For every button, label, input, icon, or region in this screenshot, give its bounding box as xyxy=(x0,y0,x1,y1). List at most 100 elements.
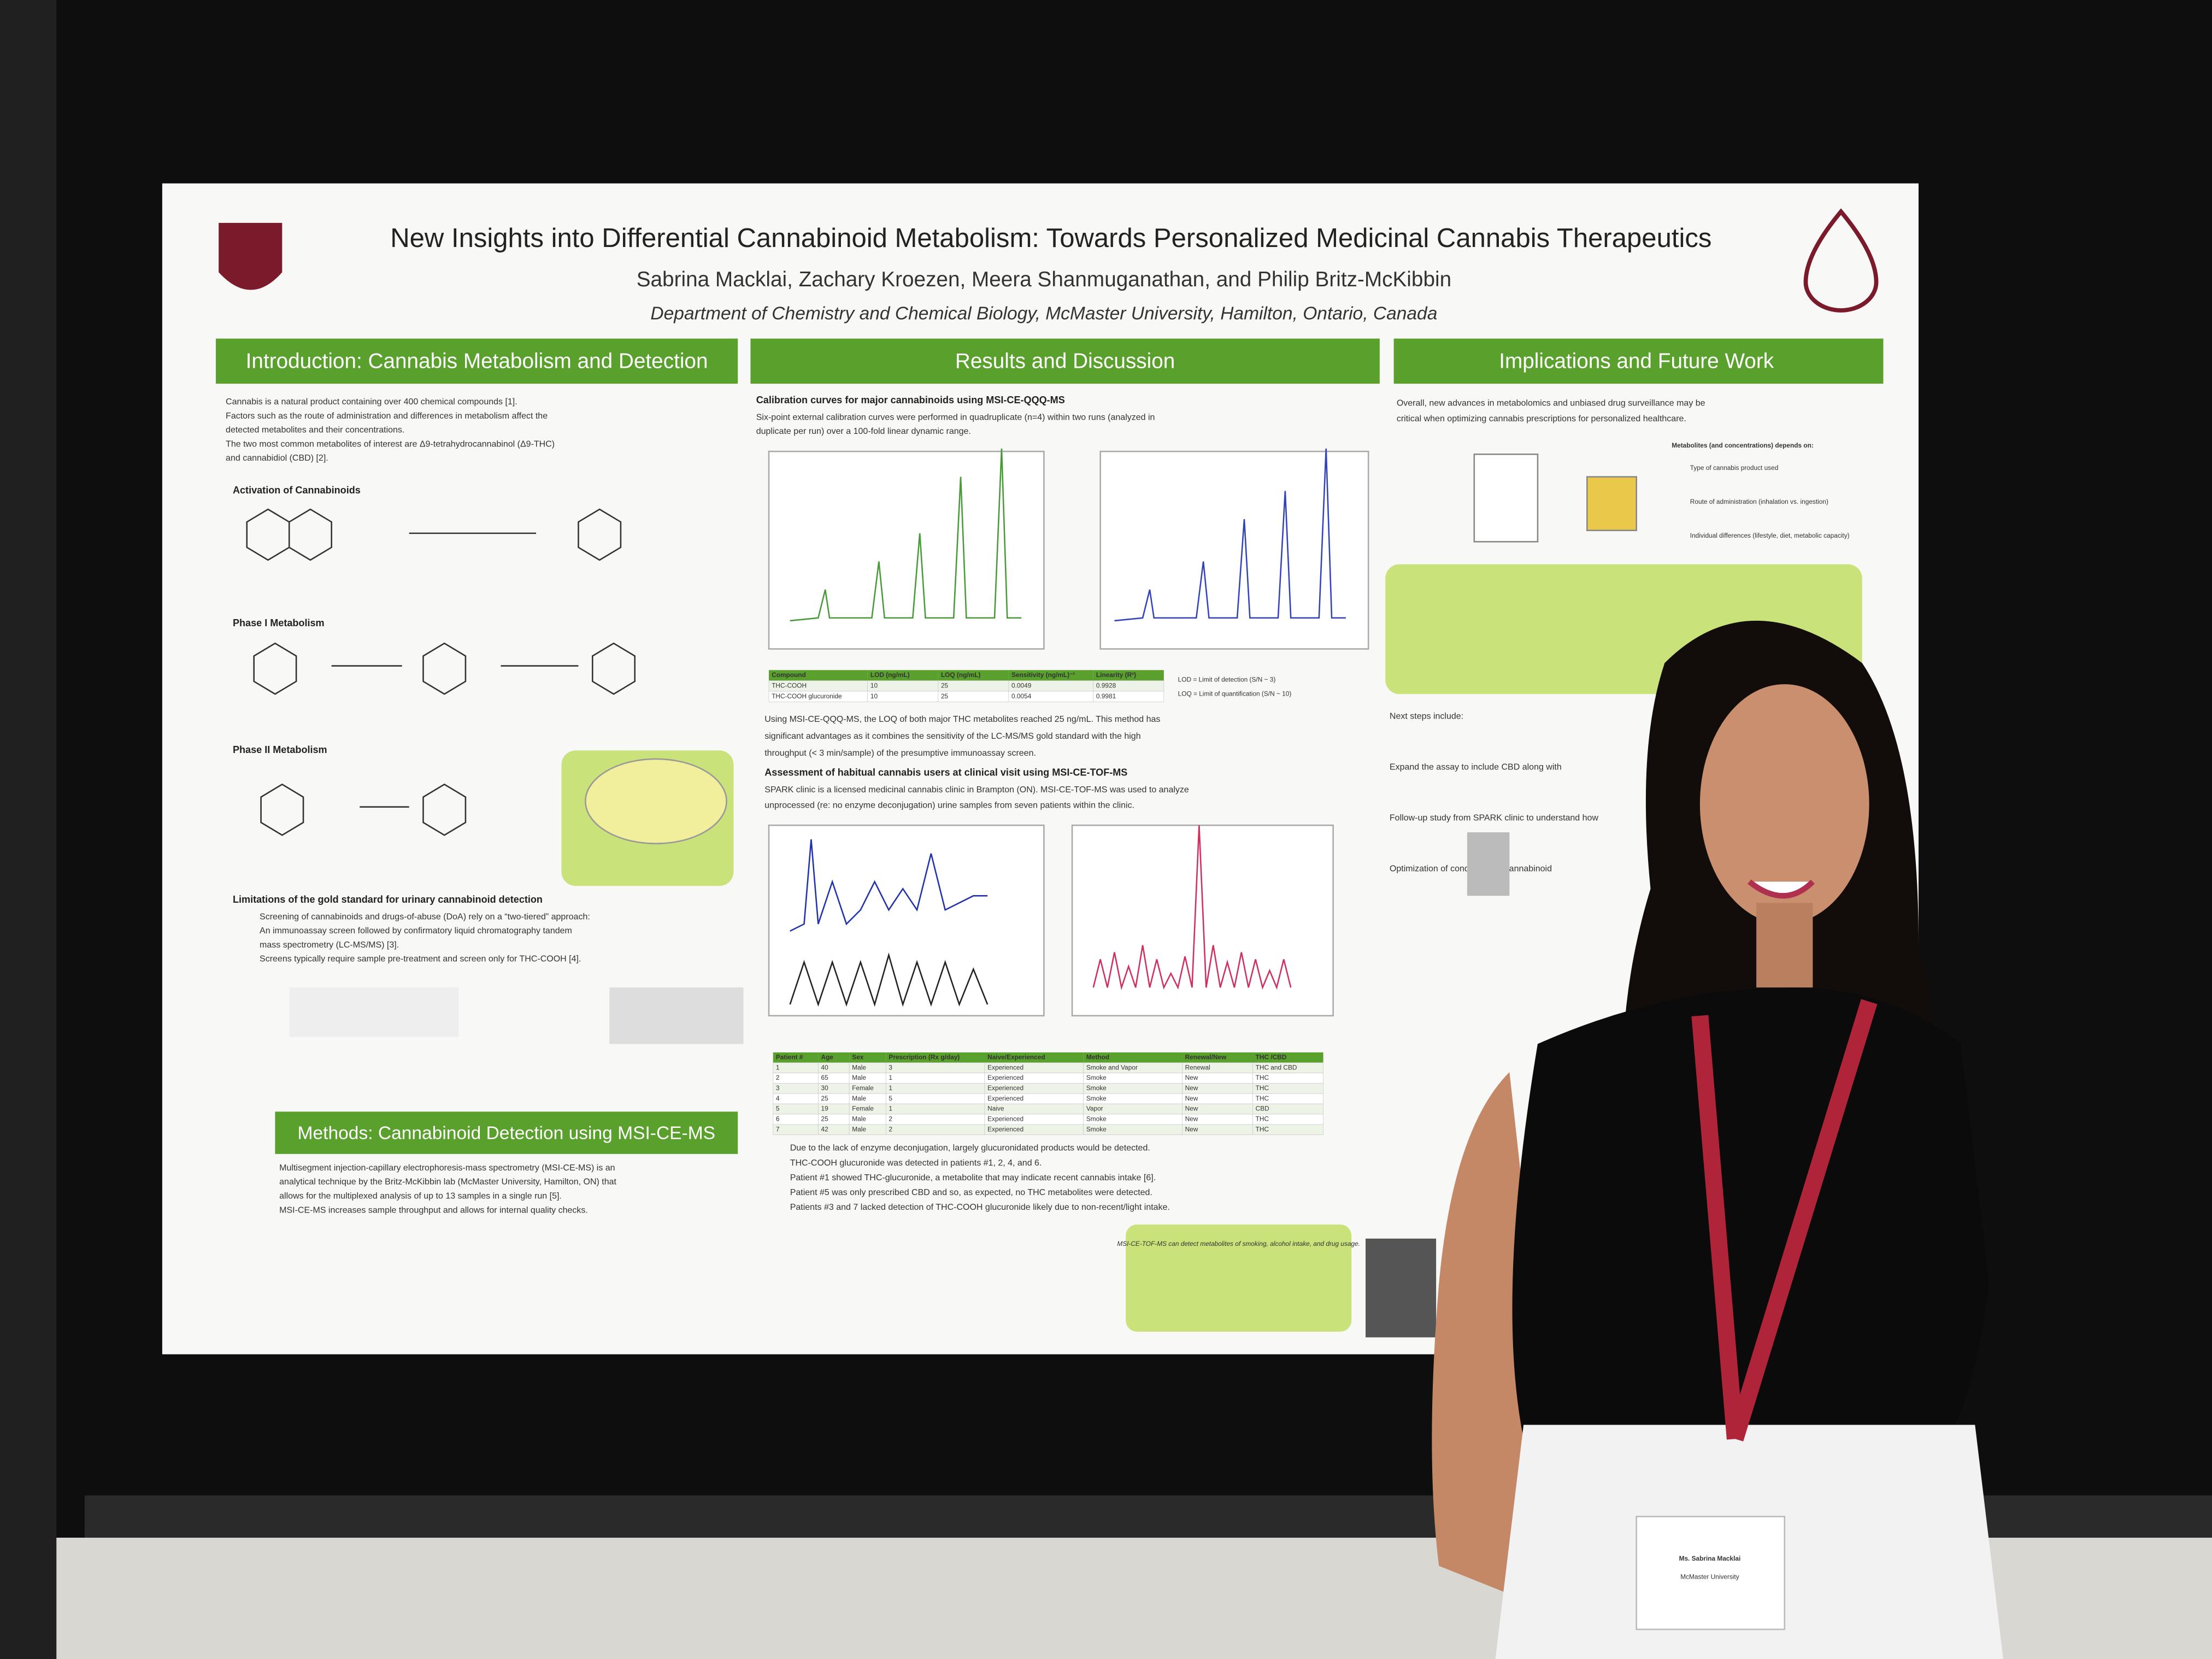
table-cell-text: 2 xyxy=(776,1074,780,1081)
subheading: Phase I Metabolism xyxy=(233,617,325,628)
table-cell-text: Experienced xyxy=(987,1125,1023,1133)
table-cell-text: Experienced xyxy=(987,1063,1023,1071)
list-item: Individual differences (lifestyle, diet,… xyxy=(1690,532,1850,539)
definition: LOQ = Limit of quantification (S/N ~ 10) xyxy=(1178,690,1292,697)
table-cell-text: Male xyxy=(852,1074,866,1081)
poster-authors: Sabrina Macklai, Zachary Kroezen, Meera … xyxy=(637,268,1451,291)
table-cell xyxy=(867,691,939,702)
paragraph-line: Cannabis is a natural product containing… xyxy=(226,397,517,407)
paragraph-line: duplicate per run) over a 100-fold linea… xyxy=(756,427,971,436)
paragraph-line: analytical technique by the Britz-McKibb… xyxy=(279,1178,616,1187)
paragraph-line: Screening of cannabinoids and drugs-of-a… xyxy=(260,912,590,921)
table-cell xyxy=(773,1083,819,1094)
table-cell-text: New xyxy=(1185,1115,1198,1123)
subheading: Assessment of habitual cannabis users at… xyxy=(764,767,1127,778)
table-cell-text: New xyxy=(1185,1105,1198,1113)
section-header xyxy=(1393,338,1884,384)
table-cell-text: 7 xyxy=(776,1125,780,1133)
table-cell-text: 25 xyxy=(821,1115,829,1123)
table-cell-text: THC-COOH xyxy=(772,681,807,689)
table-cell-text: New xyxy=(1185,1074,1198,1081)
subheading: Limitations of the gold standard for uri… xyxy=(233,894,543,905)
table-header: LOQ (ng/mL) xyxy=(941,671,981,679)
table-cell xyxy=(773,1093,819,1104)
table-header: Renewal/New xyxy=(1185,1053,1227,1061)
table-cell-text: Smoke and Vapor xyxy=(1086,1063,1138,1071)
table-cell-text: Vapor xyxy=(1086,1105,1103,1113)
section-header xyxy=(275,1111,738,1154)
results-text: Calibration curves for major cannabinoid… xyxy=(756,395,1292,1212)
table-cell-text: 3 xyxy=(776,1084,780,1092)
paragraph-line: Six-point external calibration curves we… xyxy=(756,413,1155,422)
section-header xyxy=(750,338,1380,384)
instrument-icon xyxy=(1467,832,1510,896)
table-cell xyxy=(938,691,1009,702)
table-cell xyxy=(773,1103,819,1115)
paragraph-line: critical when optimizing cannabis prescr… xyxy=(1397,414,1686,423)
table-cell-text: 25 xyxy=(941,692,949,700)
bullet: Due to the lack of enzyme deconjugation,… xyxy=(790,1144,1150,1153)
table-cell-text: 25 xyxy=(821,1095,829,1102)
table-cell-text: 0.9928 xyxy=(1096,681,1116,689)
section-heading: Implications and Future Work xyxy=(1499,350,1774,373)
table-cell-text: Renewal xyxy=(1185,1063,1210,1071)
paragraph-line: An immunoassay screen followed by confir… xyxy=(260,926,572,936)
table-cell-text: 40 xyxy=(821,1063,829,1071)
paragraph-line: Overall, new advances in metabolomics an… xyxy=(1397,399,1705,408)
table-header-cell xyxy=(818,1052,850,1063)
table-cell-text: 1 xyxy=(889,1084,892,1092)
table-header-cell xyxy=(938,670,1009,681)
table-cell xyxy=(938,680,1009,692)
chemical-structures xyxy=(246,508,744,1044)
table-header-cell xyxy=(849,1052,886,1063)
list-item: Type of cannabis product used xyxy=(1690,464,1779,472)
table-cell-text: 10 xyxy=(870,681,878,689)
table-cell-text: 30 xyxy=(821,1084,829,1092)
table-cell-text: Experienced xyxy=(987,1074,1023,1081)
table-cell-text: Experienced xyxy=(987,1084,1023,1092)
table-cell-text: 65 xyxy=(821,1074,829,1081)
table-cell-text: New xyxy=(1185,1125,1198,1133)
paragraph-line: Factors such as the route of administrat… xyxy=(226,411,548,421)
table-cell-text: 1 xyxy=(889,1105,892,1113)
table-cell xyxy=(1093,691,1164,702)
table-cell xyxy=(773,1114,819,1125)
subheading: Phase II Metabolism xyxy=(233,744,327,755)
table-cell-text: 6 xyxy=(776,1115,780,1123)
bullet: THC-COOH glucuronide was detected in pat… xyxy=(790,1158,1042,1168)
table-cell xyxy=(773,1073,819,1084)
table-cell-text: Naive xyxy=(987,1105,1004,1113)
table-cell-text: 5 xyxy=(889,1095,892,1102)
table-cell-text: Male xyxy=(852,1063,866,1071)
section-heading: Results and Discussion xyxy=(955,350,1175,373)
list-item: Route of administration (inhalation vs. … xyxy=(1690,498,1828,505)
board-edge xyxy=(0,0,57,1659)
table-cell-text: CBD xyxy=(1256,1105,1269,1113)
paragraph-line: and cannabidiol (CBD) [2]. xyxy=(226,454,328,463)
highlight-box xyxy=(1126,1224,1352,1332)
calibration-table: Compound LOD (ng/mL) LOQ (ng/mL) Sensitivit… xyxy=(768,670,1164,702)
table-cell xyxy=(885,1073,985,1084)
table-cell-text: THC xyxy=(1256,1125,1269,1133)
table-cell-text: 0.9981 xyxy=(1096,692,1116,700)
table-header-cell xyxy=(867,670,938,681)
table-cell-text: 42 xyxy=(821,1125,828,1133)
lab-logo xyxy=(1803,208,1879,313)
table-header: Prescription (Rx g/day) xyxy=(889,1053,960,1061)
table-header: Age xyxy=(821,1053,834,1061)
table-header: Method xyxy=(1086,1053,1109,1061)
paragraph-line: throughput (< 3 min/sample) of the presu… xyxy=(764,749,1036,758)
table-cell-text: Female xyxy=(852,1084,874,1092)
table-cell-text: 3 xyxy=(889,1063,892,1071)
badge-name: Ms. Sabrina Macklai xyxy=(1679,1555,1741,1562)
table-cell-text: 19 xyxy=(821,1105,829,1113)
table-cell-text: 25 xyxy=(941,681,949,689)
paragraph-line: Screens typically require sample pre-tre… xyxy=(260,955,581,964)
table-cell-text: New xyxy=(1185,1084,1198,1092)
table-cell-text: THC-COOH glucuronide xyxy=(772,692,842,700)
table-cell-text: THC xyxy=(1256,1074,1269,1081)
table-cell xyxy=(773,1124,819,1136)
subheading: Activation of Cannabinoids xyxy=(233,485,361,496)
bullet: Patient #1 showed THC-glucuronide, a met… xyxy=(790,1173,1156,1183)
table-cell-text: 1 xyxy=(776,1063,780,1071)
